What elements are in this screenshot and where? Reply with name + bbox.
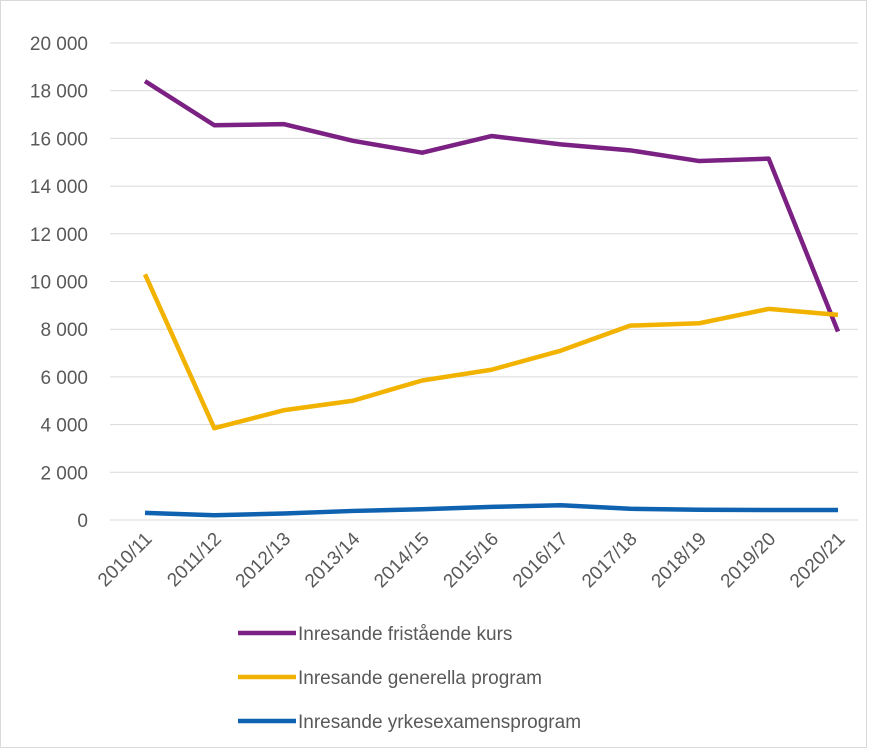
y-tick-label: 8 000 <box>40 320 88 341</box>
y-tick-label: 14 000 <box>30 177 88 198</box>
y-tick-label: 6 000 <box>40 368 88 389</box>
series-line <box>144 502 838 518</box>
y-tick-label: 20 000 <box>30 34 88 55</box>
series-line <box>142 273 839 431</box>
y-tick-label: 0 <box>77 511 88 532</box>
y-tick-label: 18 000 <box>30 82 88 103</box>
y-tick-label: 4 000 <box>40 416 88 437</box>
series-line <box>143 79 841 333</box>
y-tick-label: 2 000 <box>40 463 88 484</box>
legend-label: Inresande generella program <box>298 668 542 689</box>
legend-label: Inresande fristående kurs <box>298 624 512 645</box>
legend-label: Inresande yrkesexamensprogram <box>298 712 581 733</box>
y-tick-label: 16 000 <box>30 129 88 150</box>
y-tick-label: 10 000 <box>30 273 88 294</box>
y-tick-label: 12 000 <box>30 225 88 246</box>
